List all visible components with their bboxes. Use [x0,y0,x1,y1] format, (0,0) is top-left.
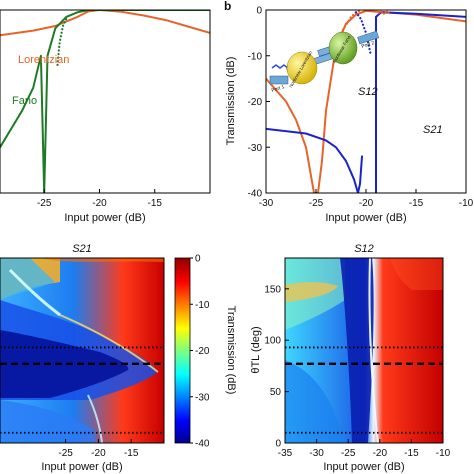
colorbar-tick-label: -10 [195,300,210,311]
inset-port-2: Port 2 [361,40,376,50]
fano-resonator [328,31,358,65]
panel-d-heatmap [285,258,443,443]
panel-d-xtick-label: -20 [373,448,388,459]
panel-d-ytick-label: 50 [270,387,282,398]
colorbar-tick-label: 0 [195,254,201,265]
panel-b-ytick-label: -30 [248,143,263,154]
panel-a-xtick-label: -25 [37,198,52,209]
panel-c-ticks: -25 -20 -15 [58,439,139,459]
panel-d-xtick-label: -35 [278,448,293,459]
panel-b-ytick-label: -40 [248,189,263,200]
colorbar-tick-label: -30 [195,392,210,403]
wave-icon-left [271,64,289,69]
heatmap-d-dip [340,258,374,443]
panel-b-series-s12 [266,10,466,193]
port-2-block [357,30,380,45]
panel-d-frame [284,257,444,444]
heatmap-d-lower-blue [285,360,345,443]
annotation-lorentzian: Lorentzian [18,54,69,66]
panel-b-ytick-label: 0 [256,6,262,17]
panel-a-series-fano-unstable [56,15,69,66]
heatmap-d-ridge [368,258,379,443]
panel-d-lines [285,346,443,434]
heatmap-c-lower-blue [0,400,95,443]
panel-d: -35 -30 -25 -20 -15 -10 0 50 100 150 S12 Input po… [250,243,451,473]
panel-c-frame [0,257,165,444]
port-1-block [269,75,289,85]
panel-a-curves [0,10,210,193]
panel-b-xtick-label: -15 [409,198,424,209]
panel-a-xlabel: Input power (dB) [64,212,145,224]
panel-c: -25 -20 -15 S21 Input power (dB) 0 -10 -20 -3… [0,243,237,473]
panel-d-ytick-label: 100 [264,336,281,347]
panel-d-ticks: -35 -30 -25 -20 -15 -10 0 50 100 150 [264,284,450,459]
panel-a-xtick-label: -15 [148,198,163,209]
heatmap-d-red-lobe [390,258,443,290]
panel-a-xticks: -25 -20 -15 [37,189,162,209]
lorentzian-resonator [286,51,318,85]
panel-b-series-s21-upper [375,11,466,193]
panel-d-xtick-label: -25 [341,448,356,459]
panel-a-frame [0,9,211,194]
panel-d-xlabel: Input power (dB) [323,461,404,473]
panel-d-title: S12 [354,243,374,255]
heatmap-c-ridge-2 [59,314,159,373]
panel-b-letter: b [224,0,231,13]
panel-a-xtick-label: -20 [92,198,107,209]
heatmap-c-top-edge [40,258,164,262]
panel-b-xtick-label: -10 [459,198,474,209]
colorbar-tick-label: -20 [195,346,210,357]
panel-d-xtick-label: -10 [436,448,451,459]
panel-a-series-fano [0,10,210,193]
panel-c-xtick-label: -25 [58,448,73,459]
panel-b-ytick-label: -10 [248,51,263,62]
heatmap-c-ridge-3 [87,394,103,443]
panel-b-curves [266,10,466,193]
panel-a-series-lorentzian [0,10,210,37]
panel-b-xtick-label: -20 [359,198,374,209]
colorbar-tick-label: -40 [195,439,210,450]
heatmap-d-yellow-band [285,282,338,302]
annotation-fano: Fano [12,95,37,107]
panel-b-xlabel: Input power (dB) [325,212,406,224]
panel-d-xtick-label: -15 [404,448,419,459]
panel-b-xtick-label: -25 [309,198,324,209]
panel-d-ylabel: θTL (deg) [250,326,262,373]
panel-b: b -30 -25 -20 -15 -10-40-30-20-100 Input pow… [224,0,474,224]
panel-c-heatmap [0,258,164,443]
panel-b-series-dotted-orange [339,10,363,34]
wave-icon-right [377,9,391,16]
panel-a: -25 -20 -15 Input power (dB) Lorentzian Fa… [0,9,211,224]
panel-b-series-s21 [266,127,363,193]
heatmap-c-cyan-wedge [0,258,55,300]
panel-c-xlabel: Input power (dB) [41,461,122,473]
panel-b-ticks: -30 -25 -20 -15 -10-40-30-20-100 [248,6,474,210]
heatmap-c-ridge-1 [8,268,61,317]
panel-d-xtick-label: -30 [309,448,324,459]
colorbar [174,257,191,444]
panel-b-xtick-label: -30 [259,198,274,209]
annotation-s21: S21 [423,124,443,136]
colorbar-label: Transmission (dB) [225,306,237,395]
panel-d-ytick-label: 0 [275,439,281,450]
panel-d-ytick-label: 150 [264,284,281,295]
panel-c-title: S21 [72,243,92,255]
inset-port-1: Port 1 [271,84,286,94]
panel-c-lines [0,346,164,434]
inset-schematic: Port 1 Nonlinear Lorentzian Nonlinear Fa… [269,9,391,94]
panel-b-ylabel: Transmission (dB) [225,57,237,146]
panel-c-xtick-label: -15 [124,448,139,459]
panel-c-xtick-label: -20 [91,448,106,459]
annotation-s12: S12 [358,86,378,98]
colorbar-ticks: 0 -10 -20 -30 -40 [190,254,210,450]
panel-b-ytick-label: -20 [248,97,263,108]
panel-b-series-dotted-blue [354,11,373,57]
